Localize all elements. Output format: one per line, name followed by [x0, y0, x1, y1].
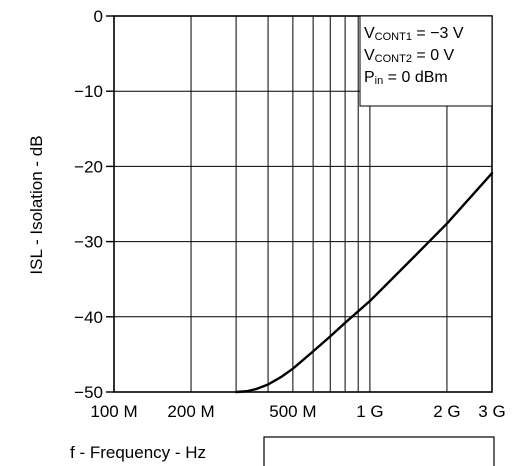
condition-label: VCONT1 = −3 V	[364, 25, 464, 43]
x-tick-label: 500 M	[269, 402, 316, 421]
isolation-curve	[234, 171, 494, 394]
legend-box	[359, 15, 493, 107]
x-tick-label: 100 M	[90, 402, 137, 421]
x-axis-label: f - Frequency - Hz	[70, 443, 206, 462]
y-tick-label: −40	[74, 308, 103, 327]
plot-frame	[113, 15, 493, 393]
y-axis-ticks: 0 −10 −20 −30 −40 −50	[74, 7, 114, 402]
x-tick-label: 2 G	[433, 402, 460, 421]
x-tick-label: 200 M	[167, 402, 214, 421]
condition-label: VCONT2 = 0 V	[364, 47, 455, 65]
y-tick-label: −50	[74, 383, 103, 402]
y-tick-label: −30	[74, 233, 103, 252]
condition-label: Pin = 0 dBm	[364, 69, 448, 87]
y-tick-label: 0	[94, 7, 103, 26]
y-tick-label: −20	[74, 157, 103, 176]
legend: VCONT1 = −3 V VCONT2 = 0 V Pin = 0 dBm	[364, 25, 464, 87]
x-tick-label: 1 G	[356, 402, 383, 421]
x-axis-ticks: 100 M 200 M 500 M 1 G 2 G 3 G	[90, 402, 505, 421]
y-axis-label: ISL - Isolation - dB	[27, 135, 46, 274]
x-tick-label: 3 G	[478, 402, 505, 421]
empty-box	[263, 436, 495, 466]
y-tick-label: −10	[74, 82, 103, 101]
